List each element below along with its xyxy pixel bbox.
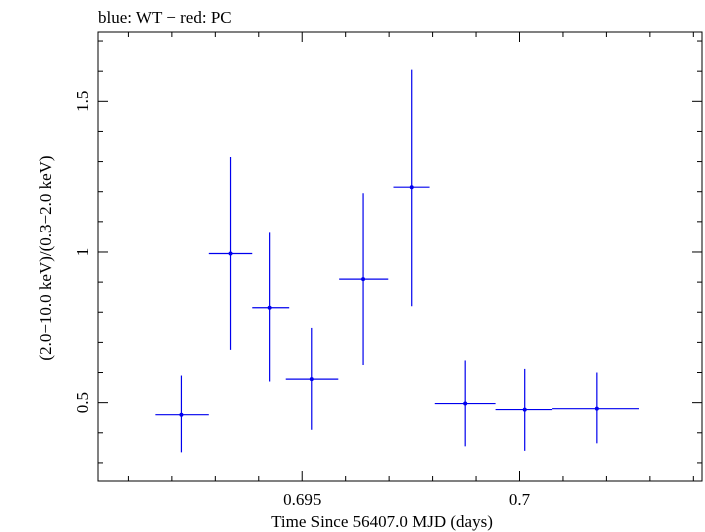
point-marker <box>267 305 272 310</box>
axis-ticks <box>98 32 702 481</box>
data-point <box>495 368 553 451</box>
x-tick-label: 0.7 <box>509 490 531 509</box>
point-marker <box>522 407 527 412</box>
point-marker <box>179 412 184 417</box>
y-tick-label: 1.5 <box>73 91 92 112</box>
data-point <box>252 232 290 382</box>
point-marker <box>228 251 233 256</box>
data-point <box>339 193 389 365</box>
data-point <box>434 360 496 447</box>
plot-frame <box>97 31 703 482</box>
axis-tick-labels: 0.695 0.7 0.5 1 1.5 <box>73 91 531 509</box>
x-axis-label: Time Since 56407.0 MJD (days) <box>271 512 493 531</box>
data-points <box>155 69 639 453</box>
chart-title: blue: WT − red: PC <box>98 8 232 27</box>
point-marker <box>309 377 314 382</box>
point-marker <box>361 277 366 282</box>
point-marker <box>463 401 468 406</box>
data-point <box>393 69 430 307</box>
point-marker <box>409 185 414 190</box>
y-tick-label: 1 <box>73 248 92 257</box>
point-marker <box>594 406 599 411</box>
data-point <box>552 372 639 444</box>
data-point <box>155 375 209 453</box>
y-tick-label: 0.5 <box>73 392 92 413</box>
x-tick-label: 0.695 <box>283 490 321 509</box>
data-point <box>285 327 339 430</box>
y-axis-label: (2.0−10.0 keV)/(0.3−2.0 keV) <box>36 155 55 360</box>
data-point <box>208 157 253 350</box>
